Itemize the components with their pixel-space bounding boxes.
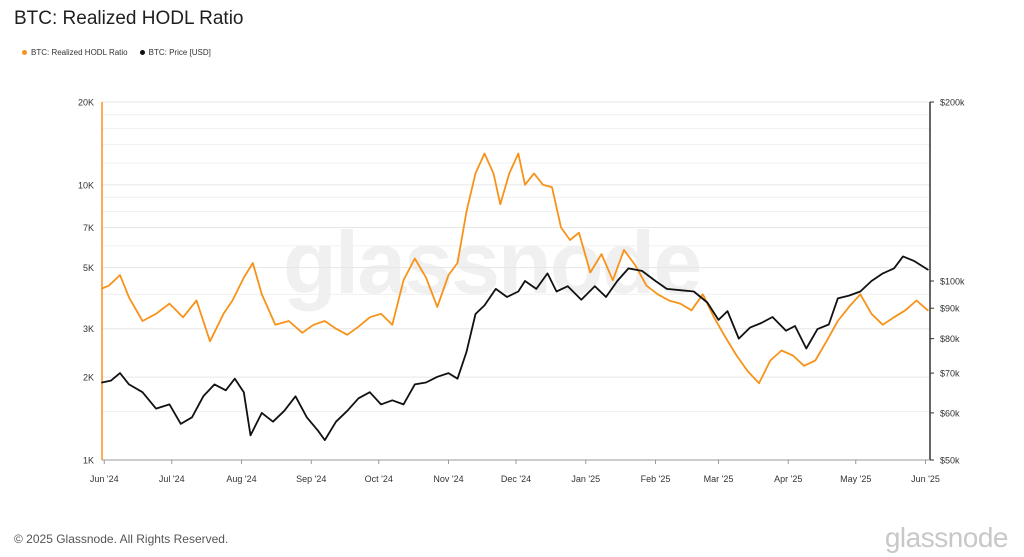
y-left-tick-label: 7K [83, 223, 94, 233]
y-right-tick-label: $60k [940, 408, 960, 418]
y-right-tick-label: $200k [940, 98, 965, 108]
legend-label-price: BTC: Price [USD] [148, 48, 211, 57]
x-tick-label: Jun '24 [90, 474, 119, 484]
x-tick-label: Dec '24 [501, 474, 531, 484]
y-left-tick-label: 10K [78, 180, 94, 190]
series-line-btc-price [101, 255, 929, 442]
series-lines [101, 152, 929, 442]
legend-dot-hodl [22, 50, 27, 55]
y-right-tick-label: $90k [940, 304, 960, 314]
y-left-tick-label: 1K [83, 456, 94, 466]
brand-logo: glassnode [884, 522, 1009, 553]
x-tick-label: Jan '25 [571, 474, 600, 484]
x-tick-label: Jun '25 [911, 474, 940, 484]
y-left-tick-label: 3K [83, 324, 94, 334]
x-tick-label: Oct '24 [365, 474, 393, 484]
y-right-tick-label: $100k [940, 277, 965, 287]
x-tick-label: Aug '24 [226, 474, 256, 484]
x-tick-label: May '25 [840, 474, 871, 484]
x-axis: Jun '24 Jul '24 Aug '24 Sep '24 Oct '24 Nov '… [90, 459, 940, 484]
copyright-footer: © 2025 Glassnode. All Rights Reserved. [14, 532, 229, 546]
legend-dot-price [139, 50, 145, 55]
chart-legend: BTC: Realized HODL Ratio BTC: Price [USD… [22, 48, 211, 57]
series-line-hodl-ratio [101, 152, 929, 385]
y-left-tick-label: 5K [83, 263, 94, 273]
y-left-tick-label: 2K [83, 373, 94, 383]
x-tick-label: Jul '24 [159, 474, 185, 484]
y-axis-right: $50k $60k $70k $80k $90k $100k $200k [929, 98, 965, 466]
y-right-tick-label: $80k [940, 334, 960, 344]
chart-area[interactable]: 1K 2K 3K 5K 7K 10K 20K $50k $60k $70k $80k $90k $10… [0, 0, 1024, 500]
legend-item-hodl[interactable]: BTC: Realized HODL Ratio [22, 48, 128, 57]
chart-title: BTC: Realized HODL Ratio [14, 8, 244, 29]
legend-label-hodl: BTC: Realized HODL Ratio [31, 48, 128, 57]
x-tick-label: Nov '24 [433, 474, 463, 484]
x-tick-label: Feb '25 [641, 474, 671, 484]
y-axis-left: 1K 2K 3K 5K 7K 10K 20K [78, 98, 103, 466]
gridlines [102, 101, 930, 461]
y-left-tick-label: 20K [78, 98, 94, 108]
x-tick-label: Mar '25 [704, 474, 734, 484]
y-right-tick-label: $70k [940, 369, 960, 379]
x-tick-label: Apr '25 [774, 474, 802, 484]
y-right-tick-label: $50k [940, 456, 960, 466]
legend-item-price[interactable]: BTC: Price [USD] [139, 48, 211, 57]
x-tick-label: Sep '24 [296, 474, 326, 484]
